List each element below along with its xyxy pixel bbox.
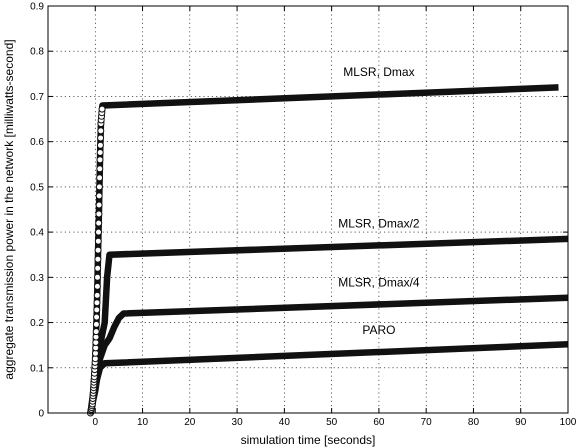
x-axis-label: simulation time [seconds] xyxy=(241,433,376,447)
y-axis-label: aggregate transmission power in the netw… xyxy=(2,39,16,379)
y-tick-label-2: 0.2 xyxy=(30,318,44,329)
series-marker-32 xyxy=(94,273,101,281)
x-tick-label-5: 50 xyxy=(326,417,338,428)
y-tick-label-1: 0.1 xyxy=(30,363,44,374)
y-tick-label-0: 0 xyxy=(38,409,44,420)
x-tick-label-4: 40 xyxy=(279,417,291,428)
x-tick-label-1: 10 xyxy=(137,417,149,428)
y-tick-label-8: 0.8 xyxy=(30,47,44,58)
x-tick-label-7: 70 xyxy=(421,417,433,428)
series-marker-47 xyxy=(96,141,104,149)
series-marker-36 xyxy=(94,237,102,245)
ticks: 0 10 20 30 40 50 60 70 80 90 100 0 0.1 0.2 0.3 0.4 0.5 0.… xyxy=(30,2,576,429)
series-line-3 xyxy=(87,341,569,414)
series-label-2: MLSR, Dmax/4 xyxy=(338,275,420,289)
series-marker-44 xyxy=(96,165,104,173)
series-marker-33 xyxy=(94,264,102,272)
series-marker-39 xyxy=(95,210,103,218)
x-tick-label-8: 80 xyxy=(468,417,480,428)
series-label-3: PARO xyxy=(362,323,395,337)
series-marker-45 xyxy=(96,156,104,164)
y-tick-label-6: 0.6 xyxy=(30,137,44,148)
series-label-0: MLSR, Dmax xyxy=(343,65,414,79)
y-tick-label-9: 0.9 xyxy=(30,2,44,13)
series-layer xyxy=(87,84,569,414)
series-marker-37 xyxy=(95,228,102,236)
series-line-1 xyxy=(87,235,569,414)
series-marker-30 xyxy=(93,291,101,299)
marker-layer xyxy=(87,105,106,417)
series-marker-26 xyxy=(92,320,100,328)
series-marker-28 xyxy=(93,306,101,314)
x-tick-label-6: 60 xyxy=(373,417,385,428)
x-tick-label-0: 0 xyxy=(92,417,98,428)
series-marker-29 xyxy=(93,299,101,307)
series-marker-46 xyxy=(96,149,104,156)
series-marker-31 xyxy=(93,282,101,290)
series-marker-40 xyxy=(95,201,103,209)
series-marker-43 xyxy=(96,174,104,182)
series-labels: MLSR, Dmax MLSR, Dmax/2 MLSR, Dmax/4 PARO xyxy=(338,65,420,337)
series-label-1: MLSR, Dmax/2 xyxy=(338,217,420,231)
series-marker-54 xyxy=(98,105,106,113)
plot-frame xyxy=(47,5,569,414)
x-tick-label-9: 90 xyxy=(515,417,527,428)
x-tick-label-10: 100 xyxy=(560,417,576,428)
y-tick-label-5: 0.5 xyxy=(30,182,44,193)
series-marker-34 xyxy=(94,255,102,263)
y-tick-label-4: 0.4 xyxy=(30,228,44,239)
grid xyxy=(48,5,569,414)
x-tick-label-3: 30 xyxy=(232,417,244,428)
series-marker-27 xyxy=(93,313,101,321)
x-tick-label-2: 20 xyxy=(184,417,196,428)
series-marker-48 xyxy=(97,134,105,142)
series-marker-49 xyxy=(97,127,105,135)
series-marker-38 xyxy=(95,219,103,227)
series-marker-41 xyxy=(95,192,103,200)
y-tick-label-7: 0.7 xyxy=(30,92,44,103)
series-marker-42 xyxy=(95,183,103,191)
series-marker-35 xyxy=(94,246,102,254)
series-marker-25 xyxy=(92,328,100,336)
y-tick-label-3: 0.3 xyxy=(30,273,44,284)
